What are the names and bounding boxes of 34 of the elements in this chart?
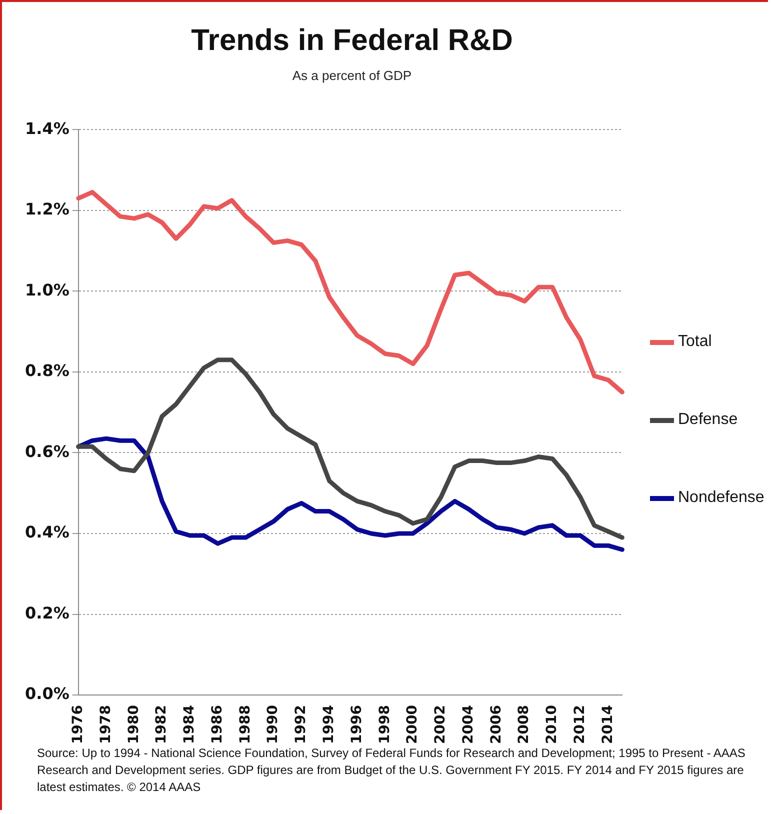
x-tick-label: 1982 [154,705,170,744]
y-tick-label: 1.4% [25,118,70,138]
legend-label: Total [678,333,712,351]
x-tick-label: 2014 [600,704,616,744]
x-tick-label: 1994 [321,704,338,744]
x-tick-label: 1986 [209,705,226,744]
x-tick-label: 2002 [432,705,449,744]
x-tick-label: 2006 [488,705,504,744]
source-note: Source: Up to 1994 - National Science Foundation, Survey of Federal Funds for Research and Development; 1995 to Present - AAAS Research and Development series. GDP figures are from Budget of the U.S. Government FY 2015. FY 2014 and FY 2015 figures are latest estimates. © 2014 AAAS [37,745,746,796]
chart-title: Trends in Federal R&D [190,24,514,58]
x-tick-label: 1980 [126,704,142,744]
legend-label: Defense [678,411,738,429]
x-tick-label: 1984 [182,704,198,744]
chart-subtitle: As a percent of GDP [291,68,413,83]
x-tick-label: 2004 [460,704,476,744]
legend-label: Nondefense [678,489,764,507]
y-tick-label: 0.8% [25,361,70,380]
y-tick-label: 1.2% [25,200,70,219]
x-tick-label: 1978 [98,705,114,744]
x-tick-label: 2000 [404,704,421,744]
x-tick-label: 1990 [265,704,282,744]
x-tick-label: 2008 [516,705,532,744]
y-tick-label: 1.0% [25,280,70,300]
y-tick-label: 0.0% [25,684,70,704]
x-tick-label: 1992 [293,705,310,744]
x-tick-label: 2012 [572,705,588,744]
x-tick-label: 1988 [237,705,254,744]
x-tick-label: 1996 [348,705,365,744]
x-tick-label: 2010 [544,704,560,744]
x-tick-label: 1998 [376,705,393,744]
y-tick-label: 0.2% [25,603,70,622]
y-tick-label: 0.6% [25,442,70,461]
x-tick-label: 1976 [70,705,86,744]
y-tick-label: 0.4% [25,522,70,542]
